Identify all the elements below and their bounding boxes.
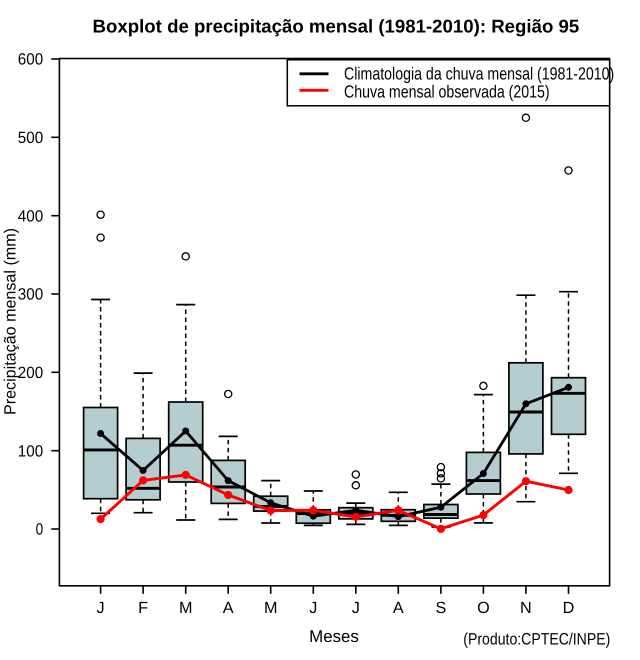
svg-text:D: D [563,599,575,617]
svg-text:F: F [138,599,148,617]
svg-text:J: J [309,599,317,617]
svg-text:A: A [393,599,404,617]
svg-text:N: N [520,599,532,617]
svg-text:Precipitação mensal (mm): Precipitação mensal (mm) [2,228,20,415]
svg-text:Chuva mensal observada (2015): Chuva mensal observada (2015) [344,81,550,101]
svg-text:200: 200 [18,364,43,382]
svg-text:A: A [223,599,234,617]
svg-text:300: 300 [18,286,43,304]
svg-text:Meses: Meses [309,627,359,646]
svg-text:Boxplot de precipitação mensal: Boxplot de precipitação mensal (1981-201… [93,16,580,37]
svg-text:400: 400 [18,207,43,225]
svg-text:S: S [435,599,446,617]
svg-text:500: 500 [18,129,43,147]
svg-text:J: J [352,599,360,617]
svg-text:(Produto:CPTEC/INPE): (Produto:CPTEC/INPE) [463,629,610,648]
svg-text:M: M [264,599,277,617]
svg-text:600: 600 [18,51,43,69]
svg-text:100: 100 [18,442,43,460]
svg-text:M: M [179,599,192,617]
svg-text:0: 0 [36,521,44,539]
svg-text:J: J [97,599,105,617]
svg-text:Climatologia da chuva mensal (: Climatologia da chuva mensal (1981-2010) [344,63,614,83]
svg-text:O: O [477,599,490,617]
